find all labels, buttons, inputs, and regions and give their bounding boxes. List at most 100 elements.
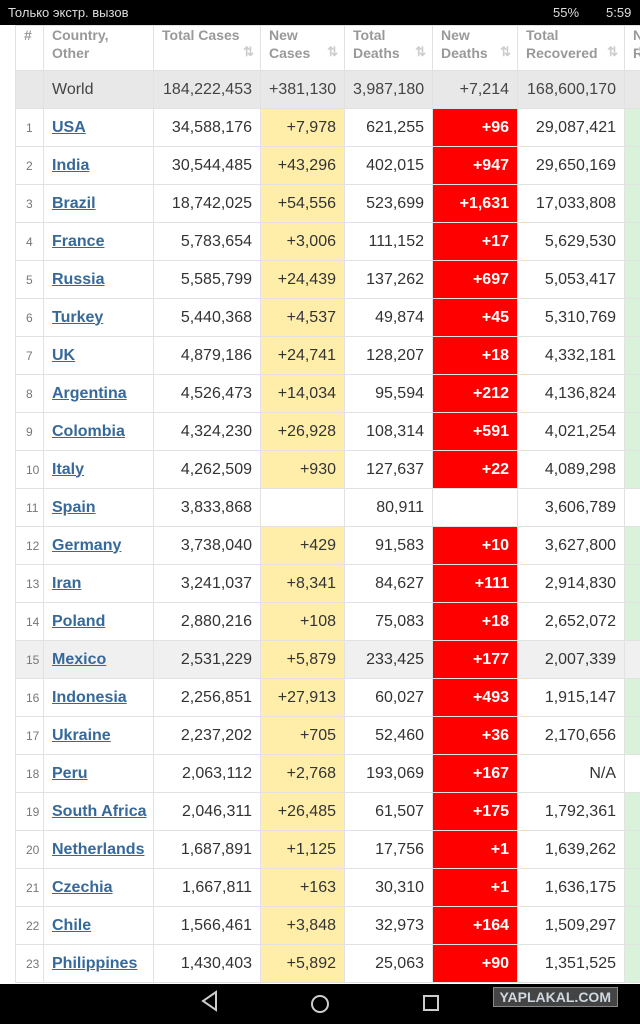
country-link[interactable]: Russia <box>52 271 104 288</box>
total-cases-cell: 2,880,216 <box>154 603 261 641</box>
new-deaths-cell: +18 <box>433 337 518 375</box>
world-cell: +381,130 <box>261 71 345 109</box>
total-deaths-cell: 137,262 <box>345 261 433 299</box>
country-link[interactable]: France <box>52 233 104 250</box>
recents-button[interactable] <box>424 996 438 1010</box>
new-recovered-cell <box>625 907 640 945</box>
back-button[interactable] <box>203 992 216 1010</box>
country-link[interactable]: Czechia <box>52 879 112 896</box>
country-link[interactable]: Germany <box>52 537 121 554</box>
total-deaths-cell: 91,583 <box>345 527 433 565</box>
new-cases-cell: +8,341 <box>261 565 345 603</box>
rank-cell: 19 <box>16 793 44 831</box>
sort-icon: ⇅ <box>327 43 338 61</box>
total-cases-cell: 1,430,403 <box>154 945 261 983</box>
new-cases-cell <box>261 489 345 527</box>
new-deaths-cell <box>433 489 518 527</box>
total-recovered-cell: 5,629,530 <box>518 223 625 261</box>
country-cell: UK <box>44 337 154 375</box>
country-cell: Brazil <box>44 185 154 223</box>
cell <box>625 71 640 109</box>
country-link[interactable]: UK <box>52 347 75 364</box>
header-text: Country, Other <box>52 27 109 61</box>
country-link[interactable]: Argentina <box>52 385 127 402</box>
country-link[interactable]: India <box>52 157 89 174</box>
country-link[interactable]: Philippines <box>52 955 137 972</box>
country-link[interactable]: Indonesia <box>52 689 127 706</box>
total-recovered-cell: 3,627,800 <box>518 527 625 565</box>
total-cases-cell: 2,256,851 <box>154 679 261 717</box>
country-link[interactable]: Italy <box>52 461 84 478</box>
total-deaths-cell: 61,507 <box>345 793 433 831</box>
new-recovered-cell <box>625 299 640 337</box>
country-link[interactable]: Netherlands <box>52 841 144 858</box>
country-cell: Peru <box>44 755 154 793</box>
country-cell: Philippines <box>44 945 154 983</box>
country-cell: Turkey <box>44 299 154 337</box>
world-cell: 168,600,170 <box>518 71 625 109</box>
rank-cell: 22 <box>16 907 44 945</box>
total-recovered-cell: N/A <box>518 755 625 793</box>
header-text: Total Recovered <box>526 27 598 61</box>
total-recovered-cell: 5,310,769 <box>518 299 625 337</box>
total-deaths-cell: 49,874 <box>345 299 433 337</box>
total-cases-cell: 5,440,368 <box>154 299 261 337</box>
total-cases-cell: 1,667,811 <box>154 869 261 907</box>
status-bar: Только экстр. вызов 55% 5:59 <box>0 0 640 25</box>
country-link[interactable]: Iran <box>52 575 81 592</box>
rank-cell <box>16 71 44 109</box>
new-cases-cell: +705 <box>261 717 345 755</box>
new-cases-cell: +163 <box>261 869 345 907</box>
new-cases-cell: +24,741 <box>261 337 345 375</box>
rank-cell: 13 <box>16 565 44 603</box>
new-cases-cell: +26,485 <box>261 793 345 831</box>
new-recovered-cell <box>625 223 640 261</box>
total-deaths-cell: 402,015 <box>345 147 433 185</box>
rank-cell: 2 <box>16 147 44 185</box>
total-recovered-cell: 29,087,421 <box>518 109 625 147</box>
country-link[interactable]: Chile <box>52 917 91 934</box>
column-header[interactable]: Total Deaths⇅ <box>345 26 433 71</box>
country-link[interactable]: Spain <box>52 499 96 516</box>
column-header[interactable]: Total Cases⇅ <box>154 26 261 71</box>
country-cell: India <box>44 147 154 185</box>
home-button[interactable] <box>312 996 328 1012</box>
country-cell: Chile <box>44 907 154 945</box>
new-deaths-cell: +697 <box>433 261 518 299</box>
sort-icon: ⇅ <box>607 43 618 61</box>
country-link[interactable]: Mexico <box>52 651 106 668</box>
new-recovered-cell <box>625 375 640 413</box>
country-link[interactable]: Poland <box>52 613 105 630</box>
new-recovered-cell <box>625 793 640 831</box>
country-link[interactable]: South Africa <box>52 803 147 820</box>
country-link[interactable]: Peru <box>52 765 88 782</box>
total-deaths-cell: 84,627 <box>345 565 433 603</box>
new-cases-cell: +7,978 <box>261 109 345 147</box>
column-header[interactable]: New Cases⇅ <box>261 26 345 71</box>
new-cases-cell: +2,768 <box>261 755 345 793</box>
total-recovered-cell: 1,792,361 <box>518 793 625 831</box>
country-link[interactable]: Ukraine <box>52 727 111 744</box>
column-header[interactable]: Total Recovered ⇅ <box>518 26 625 71</box>
country-link[interactable]: Colombia <box>52 423 125 440</box>
country-cell: Indonesia <box>44 679 154 717</box>
new-recovered-cell <box>625 489 640 527</box>
total-cases-cell: 5,585,799 <box>154 261 261 299</box>
watermark: YAPLAKAL.COM <box>493 987 619 1007</box>
country-link[interactable]: Turkey <box>52 309 103 326</box>
country-link[interactable]: Brazil <box>52 195 96 212</box>
total-cases-cell: 4,526,473 <box>154 375 261 413</box>
total-deaths-cell: 75,083 <box>345 603 433 641</box>
rank-cell: 15 <box>16 641 44 679</box>
column-header[interactable]: New Deaths⇅ <box>433 26 518 71</box>
country-link[interactable]: USA <box>52 119 86 136</box>
column-header[interactable]: New Recovered⇅ <box>625 26 640 71</box>
